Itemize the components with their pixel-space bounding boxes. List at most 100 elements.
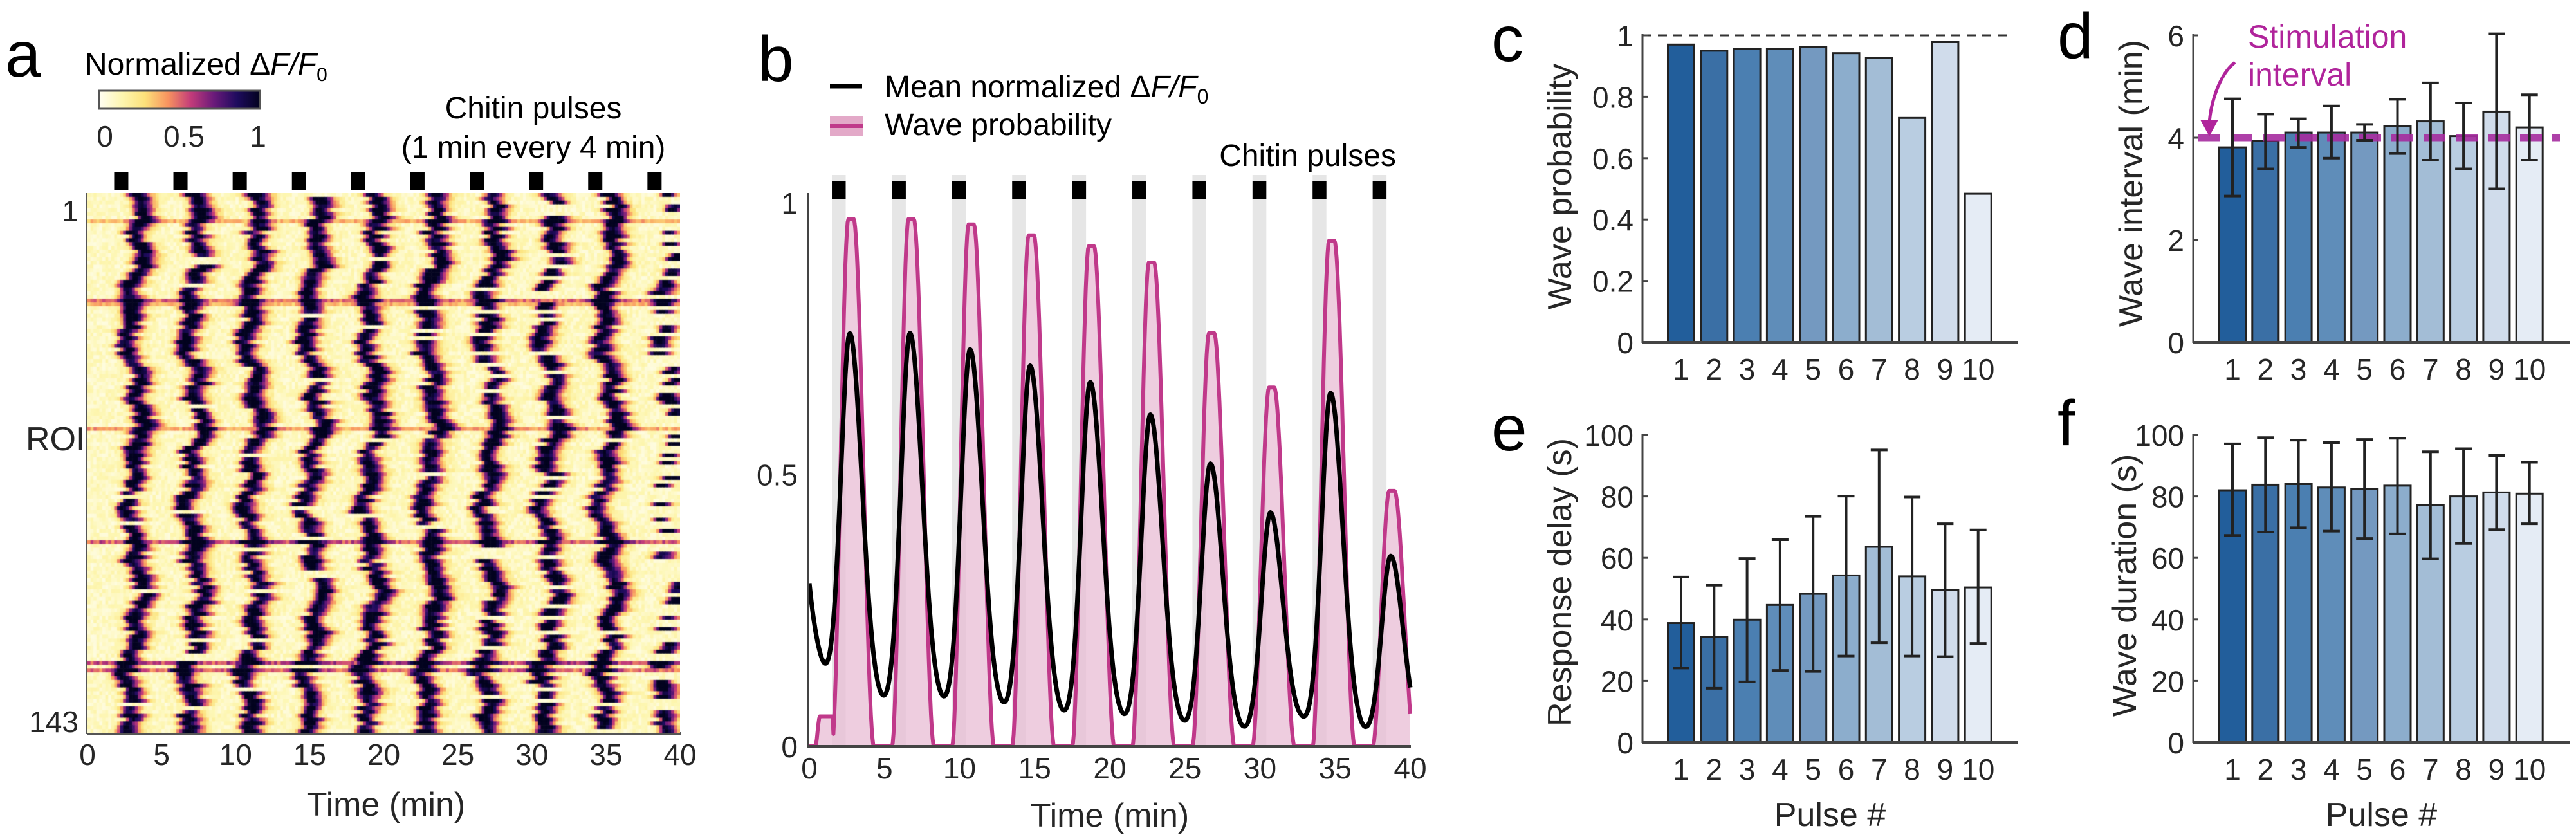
x-axis-label: Pulse # [1774,796,1886,834]
bar-pulse-2 [1700,50,1729,344]
pulse-markers [114,172,662,190]
y-tick-1: 1 [1617,19,1633,53]
x-tick-25: 25 [1168,751,1201,785]
pulse-marker-5 [1072,181,1087,199]
y-tick-0: 0 [1617,326,1633,360]
error-bar-pulse-7 [1870,448,1888,645]
x-tick-7: 7 [2422,753,2439,786]
y-tick-20: 20 [1601,665,1633,698]
panel-b-line-chart: b Mean normalized ΔF/F0 Wave probability… [757,23,1427,834]
y-tick-80: 80 [2151,481,2184,514]
x-tick-4: 4 [1772,753,1789,786]
error-bar-pulse-9 [1937,522,1954,658]
x-axis-label: Pulse # [2326,796,2438,834]
x-tick-2: 2 [2258,353,2274,386]
x-tick-35: 35 [1319,751,1352,785]
y-tick-20: 20 [2151,665,2184,698]
legend-mean-sub: 0 [1197,85,1209,108]
x-tick-5: 5 [153,738,170,771]
bar-pulse-7 [1864,57,1893,344]
plot-area: 0 20 40 60 80 100 1 2 3 4 5 6 7 8 9 10 Wave duration (s)… [2106,419,2570,834]
error-bar-pulse-1 [2224,97,2241,198]
arrowhead-icon [2200,120,2218,136]
x-axis-label: Time (min) [307,786,466,823]
pulse-marker-6 [410,172,425,190]
x-axis-label: Time (min) [1031,797,1190,834]
y-tick-2: 2 [2167,224,2184,257]
x-tick-4: 4 [2323,753,2340,786]
bar-pulse-8 [2449,135,2478,344]
bar-pulse-3 [2284,131,2313,344]
x-tick-30: 30 [515,738,548,771]
x-tick-6: 6 [2389,353,2406,386]
x-tick-9: 9 [2489,753,2505,786]
error-bar-pulse-9 [2488,32,2505,190]
pulse-schedule-annotation: (1 min every 4 min) [401,131,666,165]
pulse-marker-2 [173,172,188,190]
bar-pulse-10 [2515,492,2544,744]
error-bar-pulse-4 [2323,104,2340,160]
y-tick-0.2: 0.2 [1592,265,1633,299]
x-tick-4: 4 [2323,353,2340,386]
pulse-marker-10 [647,172,662,190]
pulse-marker-7 [470,172,484,190]
x-tick-30: 30 [1244,751,1276,785]
x-tick-10: 10 [943,751,976,785]
pulse-marker-8 [1252,181,1267,199]
error-bar-pulse-4 [2323,441,2340,533]
y-tick-40: 40 [1601,603,1633,637]
bar-pulse-2 [2251,140,2280,344]
error-bar-pulse-8 [2455,447,2472,545]
x-tick-3: 3 [2290,353,2307,386]
x-tick-2: 2 [1706,353,1723,386]
x-tick-3: 3 [1739,353,1756,386]
error-bar-pulse-6 [2389,98,2406,155]
error-bar-pulse-6 [2389,437,2406,535]
panel-label-a: a [5,19,41,91]
error-bar-pulse-1 [2224,442,2241,537]
panel-a-heatmap: a Normalized ΔF/F0 0 0.5 1 Chitin pulses… [5,19,697,823]
bar-pulse-5 [1799,46,1828,344]
error-bar-pulse-3 [2290,117,2307,149]
roi-heatmap [87,193,680,733]
chitin-pulses-annotation: Chitin pulses [445,91,622,125]
pulse-marker-1 [114,172,129,190]
error-bar-pulse-5 [2356,438,2373,540]
x-tick-6: 6 [1838,753,1855,786]
x-tick-1: 1 [2224,753,2241,786]
x-tick-6: 6 [1838,353,1855,386]
legend-mean-prefix: Mean normalized Δ [885,70,1151,104]
y-tick-0.4: 0.4 [1592,203,1633,237]
colorbar-title: Normalized ΔF/F0 [85,48,327,86]
colorbar-tick-0.5: 0.5 [163,120,205,153]
error-bar-pulse-1 [1673,575,1689,670]
x-tick-10: 10 [2513,353,2546,386]
x-tick-8: 8 [2455,353,2472,386]
error-bar-pulse-8 [1904,495,1921,658]
error-bar-pulse-6 [1837,495,1855,658]
x-tick-5: 5 [1805,753,1821,786]
legend-mean-var: F/F [1151,70,1199,104]
x-tick-8: 8 [1904,753,1920,786]
bar-pulse-5 [2350,131,2379,344]
x-tick-1: 1 [2224,353,2241,386]
colorbar-tick-0: 0 [97,120,113,153]
x-tick-9: 9 [1937,753,1954,786]
error-bar-pulse-10 [2521,93,2538,161]
bar-pulse-1 [1667,43,1695,344]
x-tick-4: 4 [1772,353,1789,386]
x-tick-3: 3 [1739,753,1756,786]
y-tick-0: 0 [781,730,798,764]
x-tick-8: 8 [1904,353,1920,386]
y-tick-4: 4 [2167,122,2184,155]
legend-wave-label: Wave probability [885,108,1112,142]
pulse-marker-4 [291,172,306,190]
x-tick-9: 9 [1937,353,1954,386]
bar-pulse-3 [1733,48,1762,344]
roi-tick-first: 1 [62,194,78,228]
x-tick-3: 3 [2290,753,2307,786]
roi-tick-last: 143 [29,705,78,739]
